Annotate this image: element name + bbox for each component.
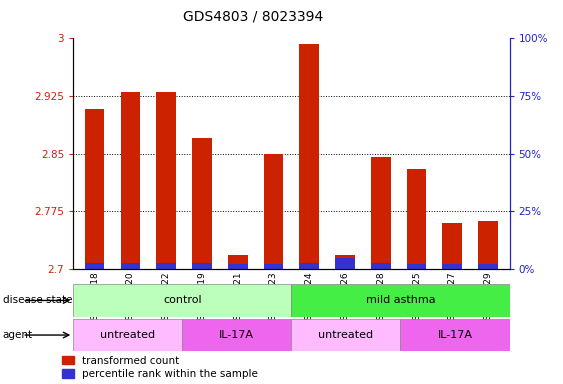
Bar [406,169,426,269]
Bar [371,263,391,269]
Bar [263,264,283,269]
Bar [85,109,105,269]
Bar [478,264,498,269]
Bar [120,263,140,269]
Bar [157,92,176,269]
Bar [335,255,355,269]
Bar [120,92,140,269]
Bar [192,263,212,269]
Bar [300,44,319,269]
Bar [300,263,319,269]
Bar [73,319,182,351]
Bar [182,319,292,351]
Bar [335,258,355,269]
Bar [478,221,498,269]
Bar [406,264,426,269]
Bar [85,263,105,269]
Text: mild asthma: mild asthma [365,295,435,306]
Bar [263,154,283,269]
Text: GDS4803 / 8023394: GDS4803 / 8023394 [183,10,324,23]
Legend: transformed count, percentile rank within the sample: transformed count, percentile rank withi… [61,356,258,379]
Text: disease state: disease state [3,295,72,306]
Text: untreated: untreated [100,330,155,340]
Bar [292,284,510,317]
Bar [228,255,248,269]
Bar [73,284,292,317]
Bar [443,264,462,269]
Bar [443,223,462,269]
Text: IL-17A: IL-17A [437,330,472,340]
Bar [157,263,176,269]
Bar [228,264,248,269]
Bar [400,319,510,351]
Text: untreated: untreated [318,330,373,340]
Bar [292,319,400,351]
Text: agent: agent [3,330,33,340]
Text: IL-17A: IL-17A [220,330,254,340]
Text: control: control [163,295,202,306]
Bar [192,138,212,269]
Bar [371,157,391,269]
